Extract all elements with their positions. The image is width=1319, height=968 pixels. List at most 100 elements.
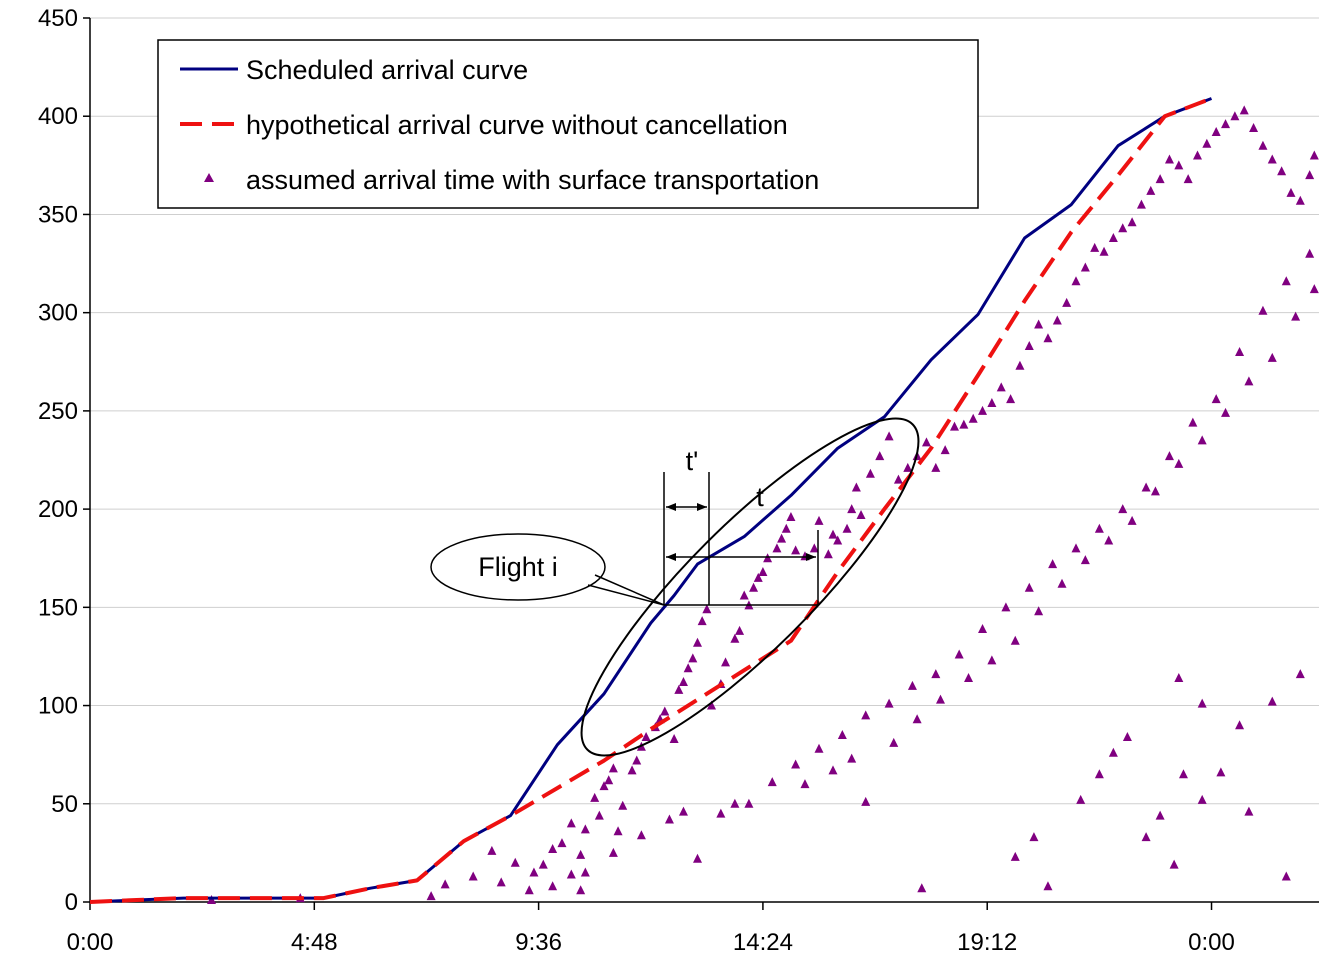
scatter-point [688,653,698,663]
scatter-point [1146,185,1156,195]
scatter-point [1155,810,1165,820]
scatter-point [1230,111,1240,121]
scatter-point [772,543,782,553]
scatter-point [847,753,857,763]
scatter-point [1183,174,1193,184]
scatter-point [1258,140,1268,150]
y-tick-label: 350 [38,201,78,228]
scatter-point [692,853,702,863]
scatter-point [1305,248,1315,258]
scatter-point [440,879,450,889]
annotations: Flight i t' t [430,417,920,757]
scatter-point [707,700,717,710]
line-series [89,96,1213,904]
scatter-point [697,616,707,626]
scatter-point [604,775,614,785]
scatter-point [767,777,777,787]
scatter-point [1090,242,1100,252]
scatter-point [1150,486,1160,496]
scatter-point [566,818,576,828]
scatter-point [576,849,586,859]
scatter-point [875,451,885,461]
scatter-point [594,810,604,820]
scatter-point [777,533,787,543]
scatter-point [744,798,754,808]
scatter-point [917,883,927,893]
y-tick-label: 50 [51,791,78,818]
scatter-point [959,419,969,429]
scatter-point [692,637,702,647]
scatter-point [749,582,759,592]
scatter-point [978,405,988,415]
flight-group-ellipse [580,417,920,757]
scatter-point [954,649,964,659]
scatter-point [1057,578,1067,588]
scatter-point [996,382,1006,392]
t-prime-label: t' [686,446,699,476]
callout-pointer-line-2 [587,584,665,606]
scatter-point [1122,731,1132,741]
scatter-point [702,604,712,614]
legend-label-assumed: assumed arrival time with surface transp… [246,165,819,195]
scatter-point [781,523,791,533]
scatter-point [608,763,618,773]
scatter-point [950,421,960,431]
scatter-point [884,431,894,441]
scatter-point [1281,871,1291,881]
scatter-point [861,710,871,720]
scatter-point [851,482,861,492]
scatter-point [1197,794,1207,804]
scatter-point [608,847,618,857]
scatter-point [618,800,628,810]
scatter-point [683,663,693,673]
scatter-point [1094,769,1104,779]
x-tick-label: 19:12 [957,929,1017,956]
scatter-point [861,796,871,806]
scatter-point [1104,535,1114,545]
scatter-point [1286,187,1296,197]
scatter-point [660,706,670,716]
scatter-point [1174,160,1184,170]
scatter-point [548,881,558,891]
scatter-point [576,885,586,895]
scatter-point [1024,582,1034,592]
scatter-point [1305,170,1315,180]
scatter-point [828,765,838,775]
scatter-point [1202,138,1212,148]
scatter-point [1010,635,1020,645]
scatter-point [580,824,590,834]
scatter-point [987,398,997,408]
scatter-point [978,623,988,633]
x-tick-label: 4:48 [291,929,338,956]
scatter-point [1080,262,1090,272]
scatter-point [1015,360,1025,370]
y-tick-label: 100 [38,693,78,720]
scatter-point [964,673,974,683]
x-tick-label: 9:36 [515,929,562,956]
t-prime-arrowhead-left [666,503,676,511]
scatter-point [1197,435,1207,445]
scatter-point [580,867,590,877]
scatter-point [1062,297,1072,307]
scatter-point [548,843,558,853]
scheduled-arrival-line [89,97,1213,904]
scatter-point [809,543,819,553]
t-arrowhead-right [806,553,816,561]
scatter-point [557,838,567,848]
scatter-point [1071,543,1081,553]
legend-swatch-assumed [204,173,214,182]
scatter-point [1048,559,1058,569]
scatter-point [1281,276,1291,286]
scatter-point [1006,394,1016,404]
scatter-point [1164,451,1174,461]
flight-i-callout-bubble [430,533,606,601]
scatter-point [524,885,534,895]
scatter-point [590,792,600,802]
scatter-point [884,698,894,708]
scatter-series [206,105,1319,905]
scatter-point [1118,223,1128,233]
scatter-point [791,759,801,769]
scatter-point [935,694,945,704]
scatter-point [1076,794,1086,804]
scatter-point [1211,126,1221,136]
